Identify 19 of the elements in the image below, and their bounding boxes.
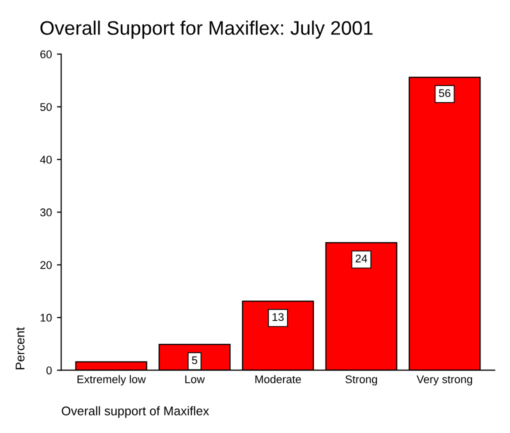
y-tick-label: 40	[40, 156, 52, 164]
y-tick-label: 0	[46, 366, 52, 374]
data-label: 5	[192, 356, 198, 364]
data-label: 13	[272, 313, 284, 321]
x-tick-label: Very strong	[416, 375, 472, 386]
x-tick-label: Strong	[345, 375, 377, 386]
y-tick-label: 10	[40, 314, 52, 322]
y-tick-label: 60	[40, 50, 52, 58]
x-tick-label: Extremely low	[78, 375, 146, 386]
y-tick-label: 20	[40, 261, 52, 269]
data-label: 56	[438, 89, 450, 98]
y-axis-title: Percent	[16, 327, 24, 370]
y-tick-label: 30	[40, 208, 52, 216]
data-label: 24	[356, 254, 368, 262]
chart-title: Overall Support for Maxiflex: July 2001	[40, 20, 373, 39]
x-tick-label: Low	[185, 375, 205, 384]
x-axis-title: Overall support of Maxiflex	[62, 406, 210, 418]
x-tick-label: Moderate	[255, 375, 301, 384]
y-tick-label: 50	[40, 103, 52, 111]
